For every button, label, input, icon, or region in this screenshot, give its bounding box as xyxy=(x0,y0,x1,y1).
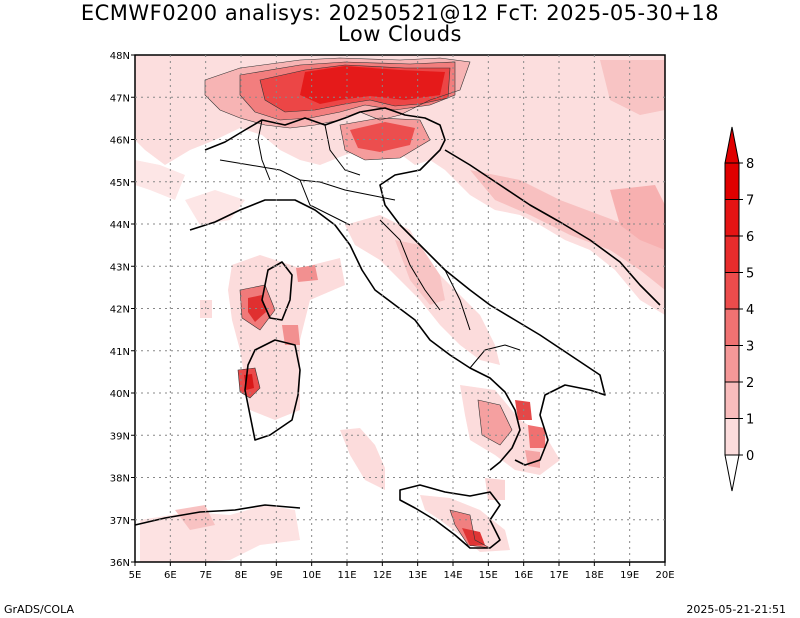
map-title: ECMWF0200 analisys: 20250521@12 FcT: 202… xyxy=(80,1,720,25)
colorbar-label: 6 xyxy=(746,230,754,245)
lon-tick-label: 8E xyxy=(235,570,248,581)
lon-tick-label: 12E xyxy=(373,570,392,581)
lon-tick-label: 16E xyxy=(514,570,533,581)
colorbar-upper-arrow xyxy=(724,126,740,164)
colorbar-lower-arrow xyxy=(724,454,740,492)
coastlines-and-borders xyxy=(134,107,661,549)
colorbar-label: 8 xyxy=(746,157,754,172)
lon-tick-label: 5E xyxy=(129,570,142,581)
lat-tick-label: 47N xyxy=(110,93,130,104)
colorbar-label: 3 xyxy=(746,340,754,355)
lon-tick-label: 20E xyxy=(655,570,674,581)
colorbar-label: 0 xyxy=(746,449,754,464)
lat-tick-label: 46N xyxy=(110,136,130,147)
lon-tick-label: 15E xyxy=(479,570,498,581)
lon-tick-label: 18E xyxy=(585,570,604,581)
lat-tick-label: 41N xyxy=(110,347,130,358)
lon-tick-label: 17E xyxy=(549,570,568,581)
lon-tick-label: 14E xyxy=(443,570,462,581)
lon-tick-label: 13E xyxy=(408,570,427,581)
lat-tick-label: 38N xyxy=(110,474,130,485)
colorbar-segment xyxy=(724,345,740,383)
colorbar-segment xyxy=(724,381,740,419)
colorbar: 0 1 2 3 4 5 6 7 8 xyxy=(724,126,754,492)
lat-tick-label: 44N xyxy=(110,220,130,231)
colorbar-label: 4 xyxy=(746,303,754,318)
lat-tick-label: 43N xyxy=(110,262,130,273)
colorbar-segment xyxy=(724,272,740,310)
latitude-labels: 36N 37N 38N 39N 40N 41N 42N 43N 44N 45N 46N 47N 48N xyxy=(110,51,130,569)
colorbar-label: 2 xyxy=(746,376,754,391)
lon-tick-label: 10E xyxy=(302,570,321,581)
colorbar-segment xyxy=(724,235,740,273)
lon-tick-label: 19E xyxy=(620,570,639,581)
lon-tick-label: 11E xyxy=(337,570,356,581)
lon-tick-label: 6E xyxy=(164,570,177,581)
footer-credit: GrADS/COLA xyxy=(4,603,74,616)
colorbar-segment xyxy=(724,308,740,346)
lon-tick-label: 9E xyxy=(270,570,283,581)
cloud-contours xyxy=(204,57,513,549)
colorbar-label: 5 xyxy=(746,267,754,282)
colorbar-label: 1 xyxy=(746,413,754,428)
lat-tick-label: 37N xyxy=(110,516,130,527)
colorbar-segment xyxy=(724,162,740,200)
lat-tick-label: 40N xyxy=(110,389,130,400)
lat-tick-label: 42N xyxy=(110,305,130,316)
regional-borders xyxy=(219,119,521,369)
lat-lon-grid xyxy=(131,54,666,566)
lat-tick-label: 48N xyxy=(110,51,130,62)
colorbar-segment xyxy=(724,199,740,237)
colorbar-label: 7 xyxy=(746,194,754,209)
colorbar-segment xyxy=(724,418,740,456)
longitude-labels: 5E 6E 7E 8E 9E 10E 11E 12E 13E 14E 15E 16E 17E 18E 19E… xyxy=(129,570,675,581)
footer-timestamp: 2025-05-21-21:51 xyxy=(686,603,786,616)
lat-tick-label: 45N xyxy=(110,178,130,189)
map-subtitle: Low Clouds xyxy=(338,22,462,46)
lat-tick-label: 36N xyxy=(110,558,130,569)
lat-tick-label: 39N xyxy=(110,431,130,442)
lon-tick-label: 7E xyxy=(199,570,212,581)
